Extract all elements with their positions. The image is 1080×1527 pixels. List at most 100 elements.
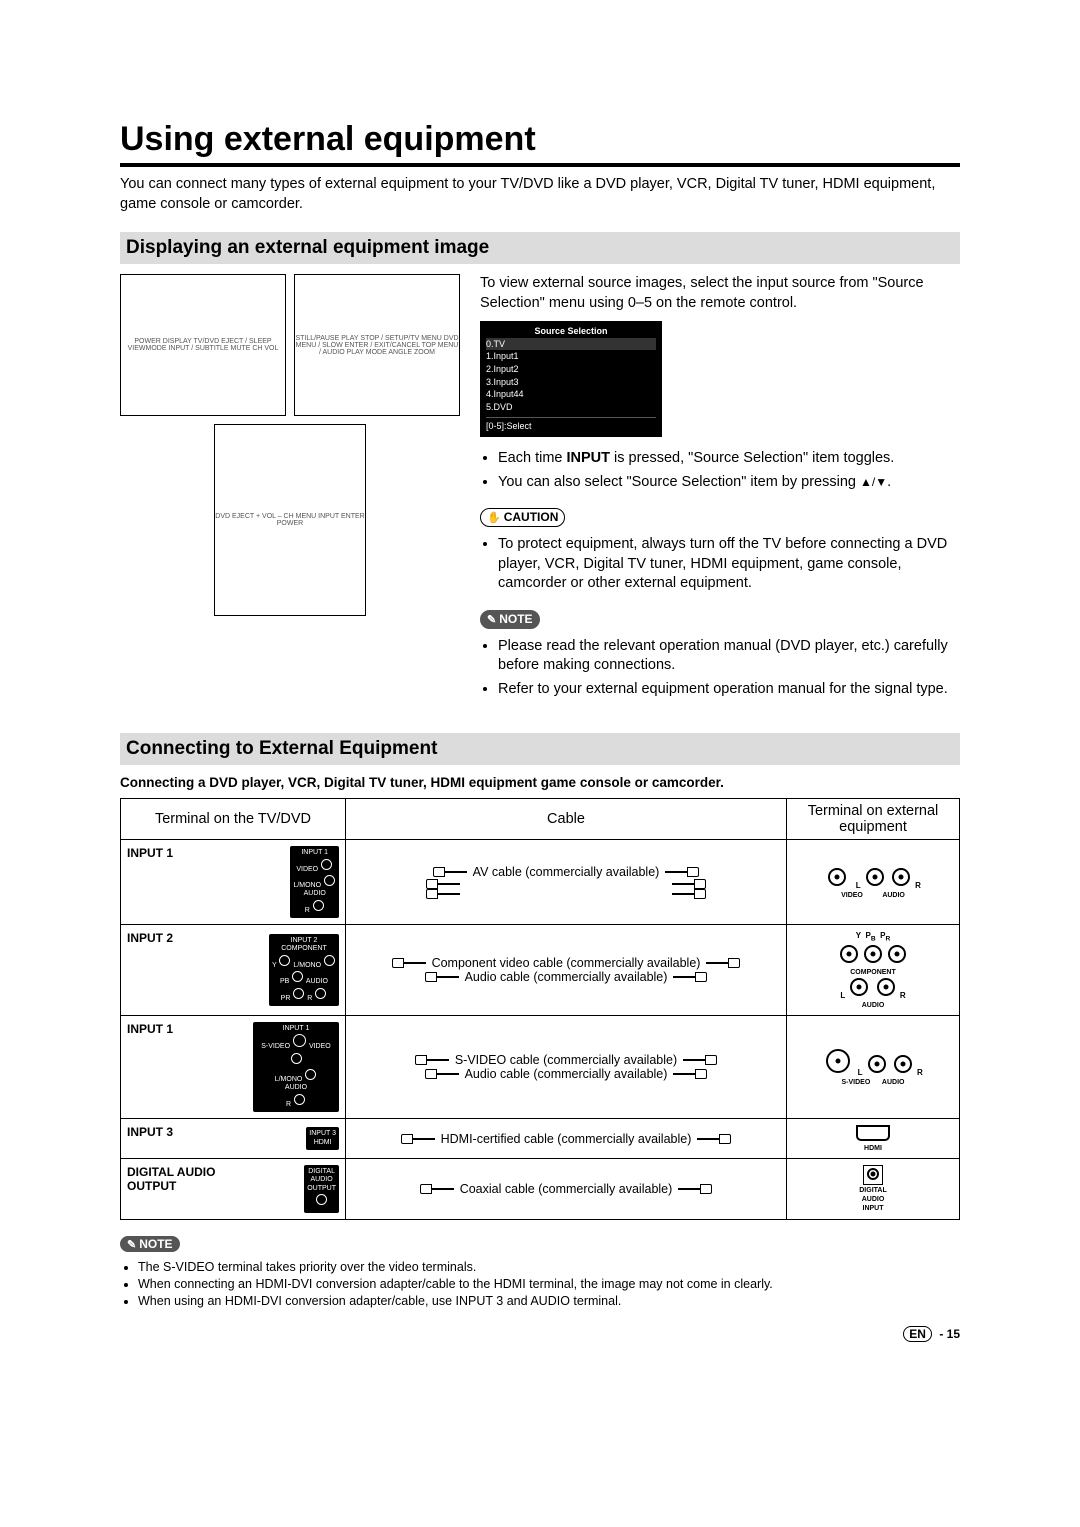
cable-cell: AV cable (commercially available)	[346, 840, 787, 925]
hand-icon: ✋	[487, 512, 501, 524]
external-terminal-cell: HDMI	[787, 1119, 960, 1159]
menu-item: 3.Input3	[486, 377, 519, 387]
cable-cell: Component video cable (commercially avai…	[346, 925, 787, 1016]
table-row: INPUT 2 INPUT 2COMPONENTY L/MONO PB AUDIO…	[121, 925, 960, 1016]
remote-labels-1: POWER DISPLAY TV/DVD EJECT / SLEEP VIEWM…	[121, 338, 285, 352]
section1-paragraph: To view external source images, select t…	[480, 274, 960, 313]
bullet: Each time INPUT is pressed, "Source Sele…	[498, 449, 960, 469]
cable-label: AV cable (commercially available)	[473, 865, 660, 879]
note-badge: ✎NOTE	[480, 610, 540, 629]
jack-icon	[864, 945, 882, 963]
note-item: Please read the relevant operation manua…	[498, 637, 960, 676]
section1-heading: Displaying an external equipment image	[120, 232, 960, 264]
plug-icon	[673, 972, 707, 982]
connection-table: Terminal on the TV/DVD Cable Terminal on…	[120, 798, 960, 1219]
note-list: Please read the relevant operation manua…	[480, 637, 960, 700]
terminal-figure: INPUT 2COMPONENTY L/MONO PB AUDIOPR R	[269, 934, 339, 1006]
jack-icon	[850, 978, 868, 996]
row-label: DIGITAL AUDIO OUTPUT	[121, 1159, 244, 1220]
plug-icon	[697, 1134, 731, 1144]
table-row: INPUT 1INPUT 1S-VIDEO VIDEO L/MONO AUDIO…	[121, 1015, 960, 1118]
plug-icon	[420, 1184, 454, 1194]
cable-label: Component video cable (commercially avai…	[432, 956, 701, 970]
jack-icon	[894, 1055, 912, 1073]
remote-diagram-top-left: POWER DISPLAY TV/DVD EJECT / SLEEP VIEWM…	[120, 274, 286, 416]
terminal-figure-cell: INPUT 2COMPONENTY L/MONO PB AUDIOPR R	[243, 925, 346, 1016]
cable-label: HDMI-certified cable (commercially avail…	[441, 1132, 692, 1146]
cable-line: HDMI-certified cable (commercially avail…	[352, 1132, 780, 1146]
menu-item: 1.Input1	[486, 351, 519, 361]
jack-icon	[868, 1055, 886, 1073]
row-label: INPUT 1	[121, 1015, 244, 1118]
cable-line: Coaxial cable (commercially available)	[352, 1182, 780, 1196]
table-row: DIGITAL AUDIO OUTPUT DIGITALAUDIOOUTPUT Co…	[121, 1159, 960, 1220]
external-terminal-cell: L RVIDEO AUDIO	[787, 840, 960, 925]
plug-icon	[678, 1184, 712, 1194]
caution-badge: ✋CAUTION	[480, 508, 565, 527]
lang-badge: EN	[903, 1326, 932, 1342]
cable-line: S-VIDEO cable (commercially available)	[352, 1053, 780, 1067]
menu-item: 0.TV	[486, 338, 656, 351]
plug-icon	[673, 1069, 707, 1079]
caution-item: To protect equipment, always turn off th…	[498, 535, 960, 594]
plug-icon	[665, 867, 699, 877]
remote-labels-2: STILL/PAUSE PLAY STOP / SETUP/TV MENU DV…	[295, 335, 459, 356]
section2-subhead: Connecting a DVD player, VCR, Digital TV…	[120, 775, 960, 790]
cable-label: Coaxial cable (commercially available)	[460, 1182, 673, 1196]
terminal-figure-cell: DIGITALAUDIOOUTPUT	[243, 1159, 346, 1220]
cable-line: AV cable (commercially available)	[352, 865, 780, 879]
plug-icon	[392, 958, 426, 968]
section2-heading: Connecting to External Equipment	[120, 733, 960, 765]
section2-notes: The S-VIDEO terminal takes priority over…	[120, 1260, 960, 1308]
terminal-figure: INPUT 1VIDEO L/MONO AUDIOR	[290, 846, 339, 918]
terminal-figure: INPUT 1S-VIDEO VIDEO L/MONO AUDIOR	[253, 1022, 339, 1112]
remote-labels-3: DVD EJECT + VOL – CH MENU INPUT ENTER PO…	[215, 513, 365, 527]
th-cable: Cable	[346, 799, 787, 840]
page-number: - 15	[939, 1327, 960, 1341]
row-label: INPUT 2	[121, 925, 244, 1016]
jack-icon	[866, 868, 884, 886]
cable-cell: HDMI-certified cable (commercially avail…	[346, 1119, 787, 1159]
note-label: NOTE	[499, 612, 532, 626]
hdmi-icon	[856, 1125, 890, 1141]
note-icon: ✎	[127, 1239, 136, 1251]
page-footer: EN - 15	[120, 1326, 960, 1342]
intro-text: You can connect many types of external e…	[120, 175, 960, 214]
plug-icon	[425, 972, 459, 982]
caution-label: CAUTION	[504, 510, 559, 524]
cable-label: Audio cable (commercially available)	[465, 1067, 668, 1081]
menu-title: Source Selection	[486, 325, 656, 338]
remote-diagram-top-right: STILL/PAUSE PLAY STOP / SETUP/TV MENU DV…	[294, 274, 460, 416]
source-selection-menu: Source Selection 0.TV 1.Input1 2.Input2 …	[480, 321, 662, 437]
plug-icon	[683, 1055, 717, 1065]
cable-line: Audio cable (commercially available)	[352, 1067, 780, 1081]
cable-label: Audio cable (commercially available)	[465, 970, 668, 984]
terminal-figure: INPUT 3HDMI	[306, 1127, 339, 1150]
th-terminal-ext: Terminal on external equipment	[787, 799, 960, 840]
external-terminal-cell: Y PB PRCOMPONENTL RAUDIO	[787, 925, 960, 1016]
jack-icon	[892, 868, 910, 886]
note-item: The S-VIDEO terminal takes priority over…	[138, 1260, 960, 1274]
row-label: INPUT 3	[121, 1119, 244, 1159]
terminal-figure-cell: INPUT 1S-VIDEO VIDEO L/MONO AUDIOR	[243, 1015, 346, 1118]
row-label: INPUT 1	[121, 840, 244, 925]
cable-line: Audio cable (commercially available)	[352, 970, 780, 984]
title-rule	[120, 163, 960, 167]
menu-item: 5.DVD	[486, 402, 513, 412]
note-icon: ✎	[487, 614, 496, 626]
th-terminal-tv: Terminal on the TV/DVD	[121, 799, 346, 840]
plug-icon	[706, 958, 740, 968]
terminal-figure: DIGITALAUDIOOUTPUT	[304, 1165, 339, 1213]
terminal-figure-cell: INPUT 1VIDEO L/MONO AUDIOR	[243, 840, 346, 925]
menu-item: 2.Input2	[486, 364, 519, 374]
bullet: You can also select "Source Selection" i…	[498, 473, 960, 493]
section1-bullets: Each time INPUT is pressed, "Source Sele…	[480, 449, 960, 492]
note-label: NOTE	[139, 1237, 172, 1251]
cable-cell: S-VIDEO cable (commercially available)Au…	[346, 1015, 787, 1118]
jack-icon	[888, 945, 906, 963]
manual-page: Using external equipment You can connect…	[0, 0, 1080, 1382]
menu-select-hint: [0-5]:Select	[486, 417, 656, 433]
page-title: Using external equipment	[120, 120, 960, 159]
jack-icon	[828, 868, 846, 886]
jack-icon	[877, 978, 895, 996]
